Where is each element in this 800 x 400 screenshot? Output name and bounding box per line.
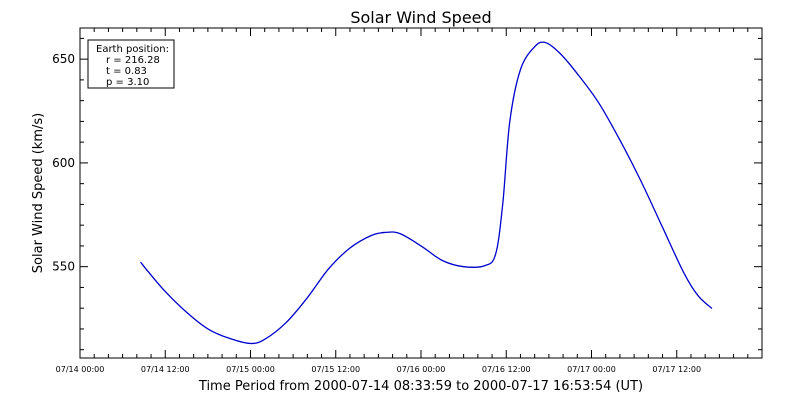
earth-position-r: r = 216.28 [106, 55, 160, 66]
x-axis: 07/14 00:00 07/14 12:00 07/15 00:00 07/15 1… [56, 28, 763, 374]
x-tick-label: 07/16 12:00 [482, 365, 531, 374]
x-axis-title: Time Period from 2000-07-14 08:33:59 to … [198, 379, 643, 394]
earth-position-t: t = 0.83 [106, 66, 147, 77]
x-tick-label: 07/14 00:00 [56, 365, 105, 374]
x-tick-label: 07/15 00:00 [226, 365, 275, 374]
x-tick-label: 07/16 00:00 [397, 365, 446, 374]
earth-position-title: Earth position: [96, 44, 169, 55]
y-tick-label: 550 [52, 260, 75, 274]
chart-title: Solar Wind Speed [350, 8, 491, 27]
earth-position-box: Earth position: r = 216.28 t = 0.83 p = … [87, 39, 175, 89]
y-axis-title: Solar Wind Speed (km/s) [31, 113, 46, 273]
x-tick-label: 07/17 12:00 [652, 365, 701, 374]
earth-position-box-frame [87, 39, 175, 89]
earth-position-p: p = 3.10 [106, 77, 149, 88]
y-tick-label: 600 [52, 156, 75, 170]
x-tick-label: 07/14 12:00 [141, 365, 190, 374]
x-tick-label: 07/15 12:00 [311, 365, 360, 374]
y-tick-label: 650 [52, 52, 75, 66]
x-tick-label: 07/17 00:00 [567, 365, 616, 374]
solar-wind-speed-line [140, 41, 713, 345]
y-axis: 550 600 650 [52, 37, 762, 351]
